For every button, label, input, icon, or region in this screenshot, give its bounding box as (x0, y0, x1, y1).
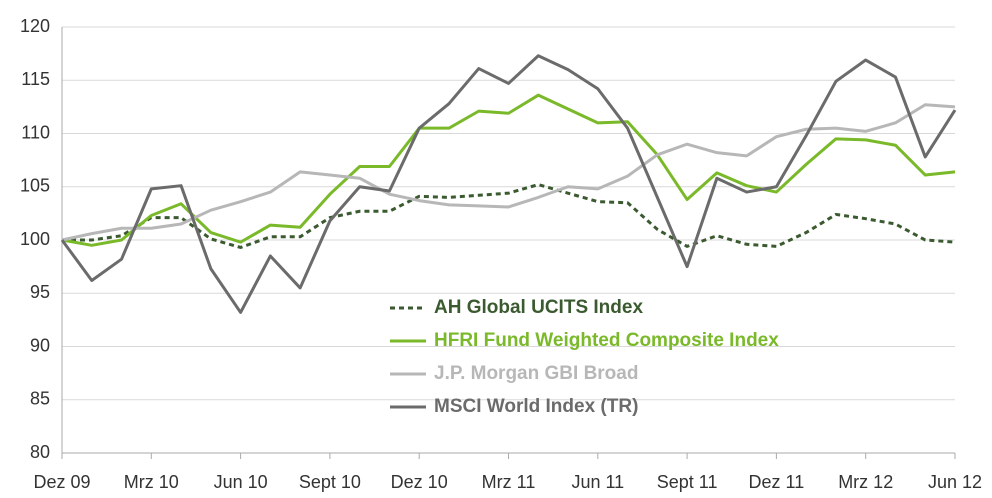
x-tick-label: Jun 12 (928, 472, 982, 492)
x-tick-label: Mrz 11 (482, 472, 536, 492)
legend-label: AH Global UCITS Index (434, 297, 643, 318)
x-tick-label: Jun 10 (214, 472, 268, 492)
x-tick-label: Dez 10 (391, 472, 448, 492)
legend-label: J.P. Morgan GBI Broad (434, 363, 638, 384)
y-tick-label: 100 (20, 229, 50, 249)
y-tick-label: 120 (20, 16, 50, 36)
y-tick-label: 105 (20, 176, 50, 196)
x-tick-label: Mrz 10 (124, 472, 179, 492)
x-tick-label: Sept 10 (299, 472, 361, 492)
y-tick-label: 115 (21, 69, 50, 89)
legend-label: HFRI Fund Weighted Composite Index (434, 330, 779, 351)
y-tick-label: 80 (30, 442, 50, 462)
series-line (61, 103, 956, 242)
x-tick-label: Dez 11 (749, 472, 805, 492)
series-line (61, 93, 956, 247)
y-tick-label: 95 (30, 282, 50, 302)
series-line (60, 54, 957, 314)
y-tick-label: 90 (30, 335, 50, 355)
y-tick-label: 85 (30, 389, 50, 409)
x-tick-label: Dez 09 (33, 472, 90, 492)
series-line (62, 183, 956, 249)
legend-label: MSCI World Index (TR) (434, 396, 638, 417)
x-tick-label: Mrz 12 (838, 472, 893, 492)
y-tick-label: 110 (21, 122, 50, 142)
x-tick-label: Jun 11 (571, 472, 624, 492)
x-tick-label: Sept 11 (657, 472, 718, 492)
